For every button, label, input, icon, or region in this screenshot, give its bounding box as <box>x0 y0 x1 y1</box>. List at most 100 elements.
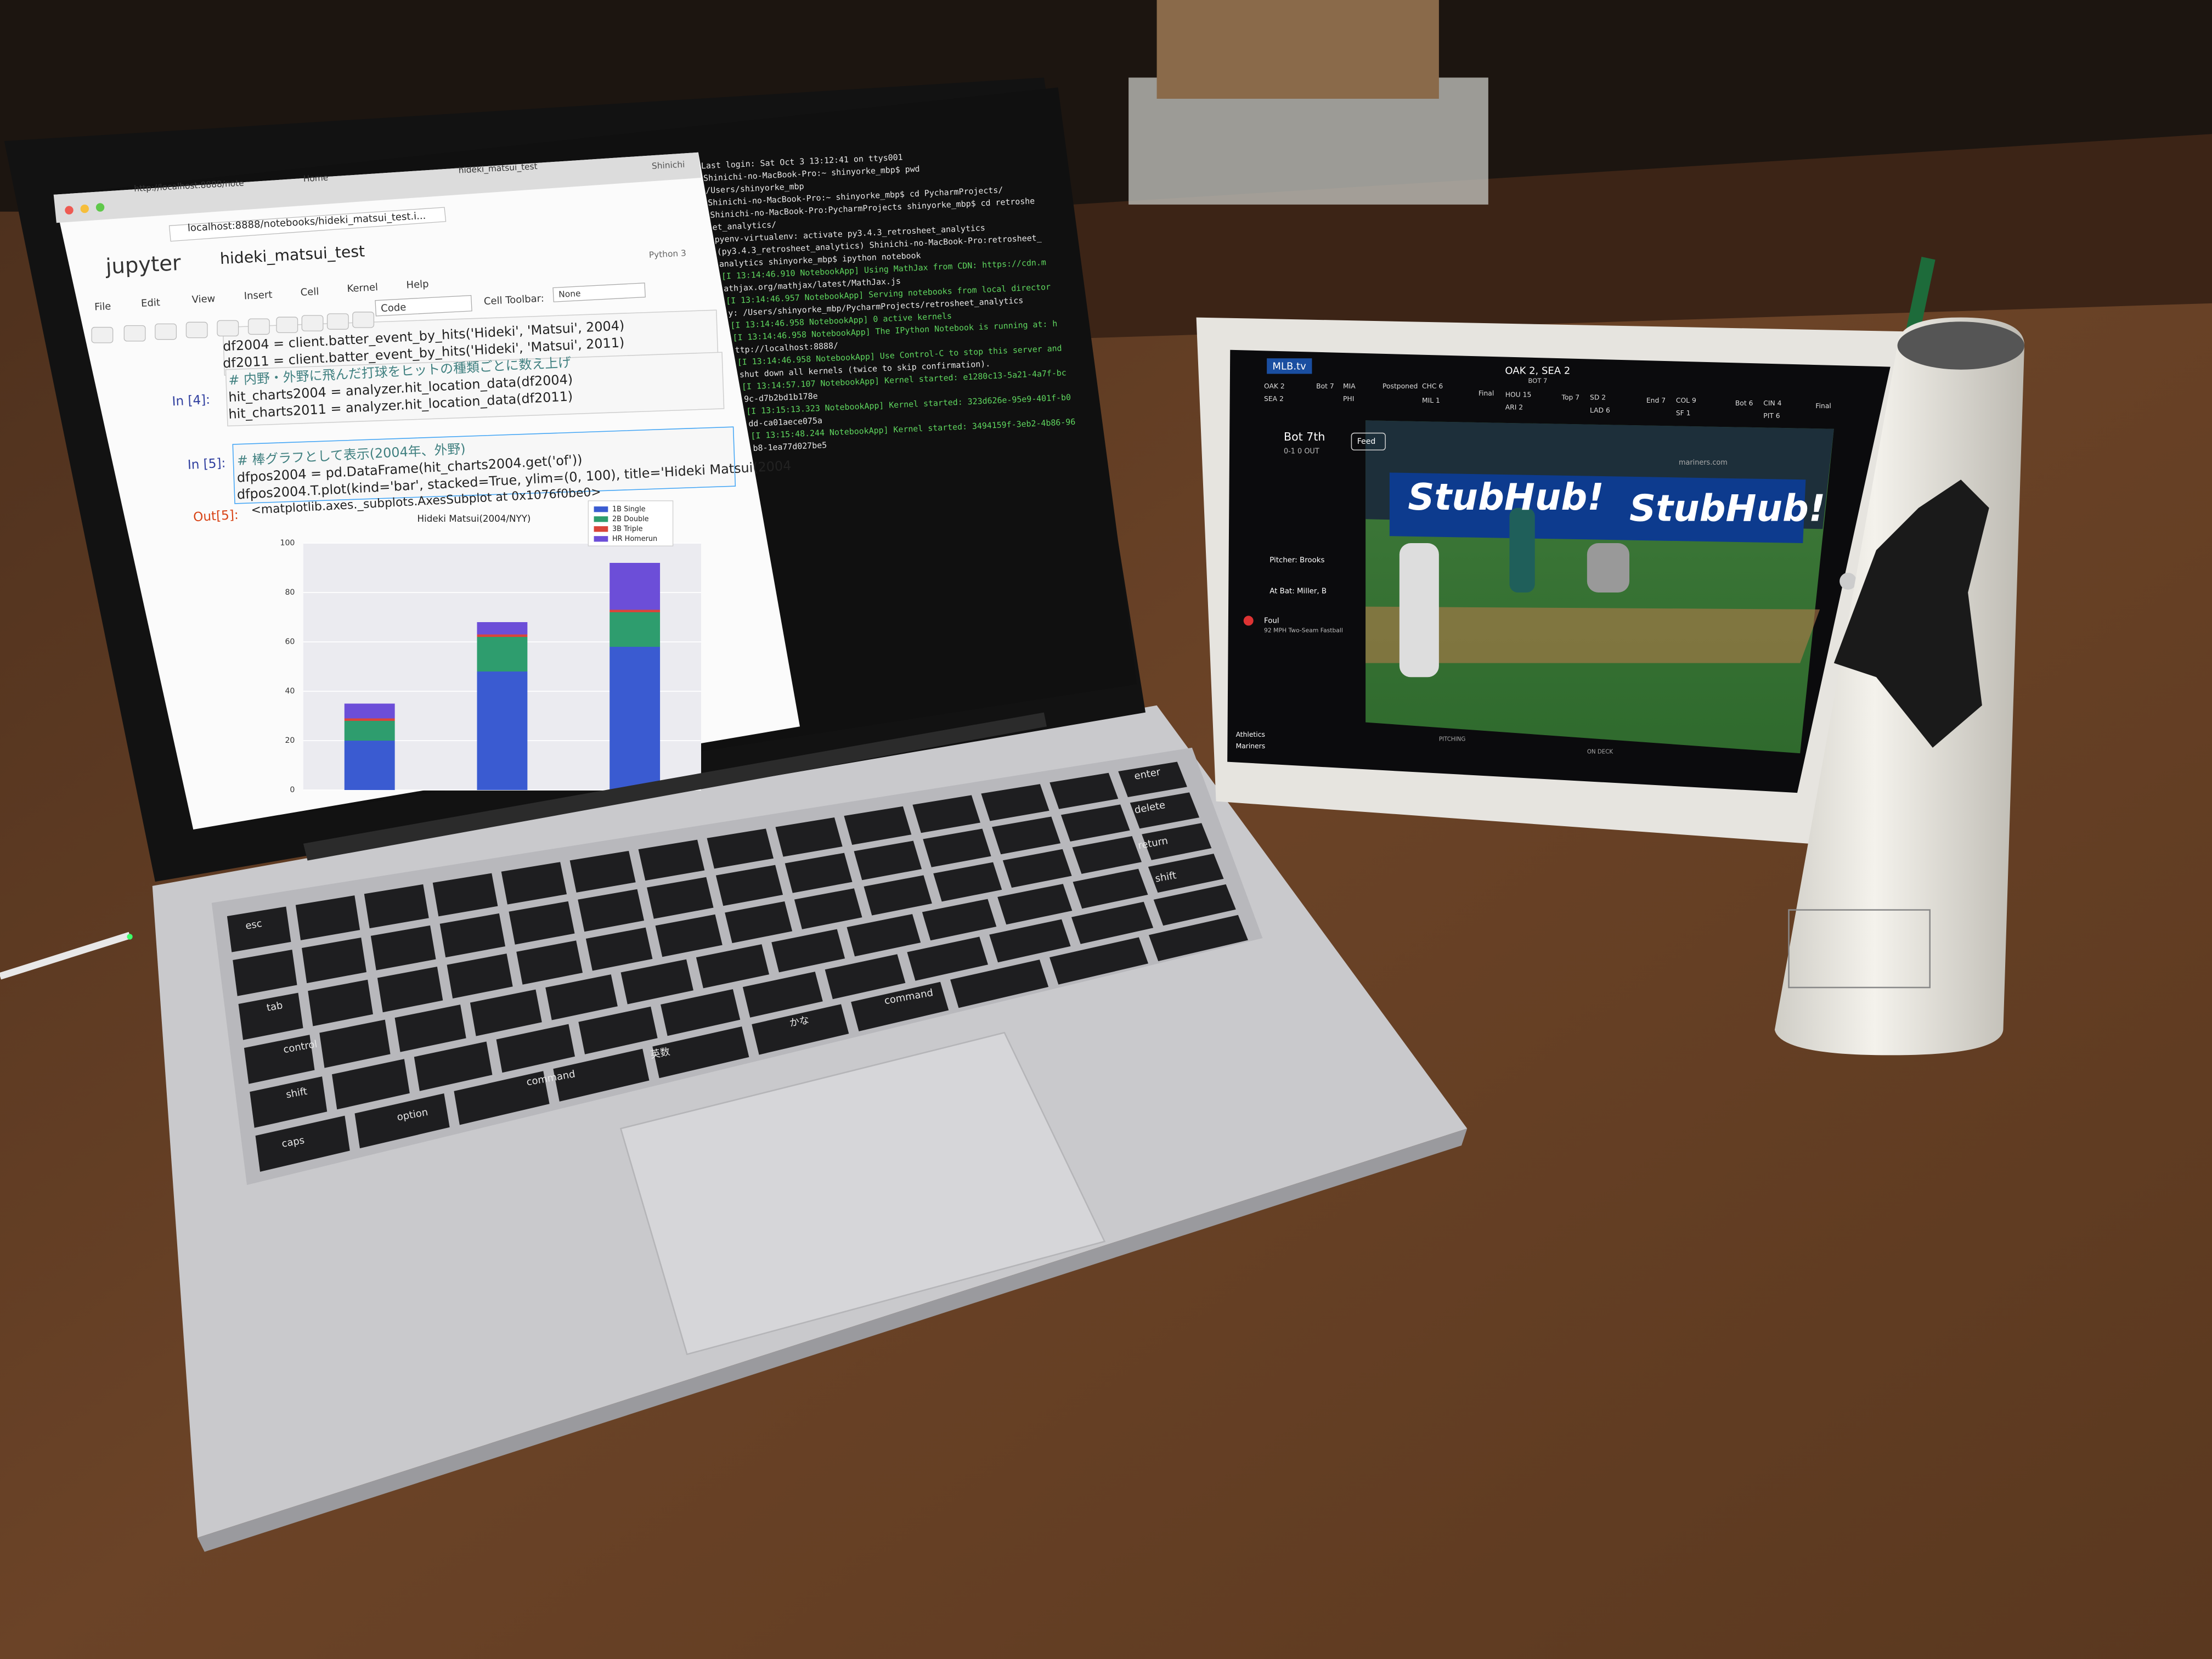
key <box>569 850 636 893</box>
toolbar-button[interactable] <box>352 312 375 328</box>
key <box>447 953 513 998</box>
toolbar-button[interactable] <box>91 326 114 343</box>
ticker-item: MIL 1 <box>1422 397 1440 404</box>
key <box>1142 823 1212 860</box>
key <box>950 960 1049 1008</box>
toolbar-select[interactable] <box>552 283 646 302</box>
key <box>655 914 723 957</box>
key <box>1060 804 1130 842</box>
home-button <box>1839 573 1857 590</box>
ticker-item: Final <box>1479 390 1494 397</box>
toolbar-button[interactable] <box>276 317 298 333</box>
url-bar <box>168 207 447 242</box>
key <box>652 1026 749 1079</box>
infield-dirt <box>1365 606 1820 663</box>
toolbar-button[interactable] <box>155 323 177 340</box>
kernel-name: Python 3 <box>648 248 686 260</box>
ticker-item: HOU 15 <box>1505 391 1532 399</box>
bar-segment <box>477 637 528 672</box>
jupyter-logo: jupyter <box>105 251 182 279</box>
hinge <box>303 712 1047 861</box>
key <box>661 989 741 1036</box>
notebook-toolbar <box>91 283 646 343</box>
bar-segment <box>477 622 528 635</box>
ad-text: StubHub! <box>1629 487 1825 529</box>
key <box>1148 915 1248 961</box>
key <box>470 989 542 1036</box>
feed-button[interactable] <box>1351 432 1386 451</box>
charge-light <box>127 934 133 940</box>
key <box>255 1115 350 1172</box>
key <box>847 914 921 957</box>
key <box>1130 792 1200 829</box>
bar-segment <box>344 703 395 719</box>
key <box>844 806 912 845</box>
y-tick-label: 100 <box>280 539 295 548</box>
site: mariners.com <box>1679 459 1728 467</box>
foul-icon <box>1243 616 1254 626</box>
key <box>233 950 297 996</box>
key <box>912 795 980 833</box>
y-tick-label: 60 <box>285 637 295 646</box>
key <box>825 954 906 1000</box>
pitcher: Pitcher: Brooks <box>1269 556 1324 565</box>
key <box>620 959 693 1005</box>
input-prompt: In [4]: <box>172 393 211 409</box>
key <box>1049 772 1119 809</box>
key <box>1072 836 1142 874</box>
bar-segment <box>610 563 661 610</box>
toolbar-button[interactable] <box>326 313 349 330</box>
key <box>775 817 843 857</box>
legend-label: 2B Double <box>612 515 649 523</box>
toolbar-button[interactable] <box>185 321 208 338</box>
keyboard: escdeleteenterreturntabcontrolshiftshift… <box>227 761 1248 1172</box>
menu-item[interactable]: Insert <box>244 289 273 302</box>
count: 0-1 0 OUT <box>1284 447 1319 455</box>
output-prompt: Out[5]: <box>193 508 239 524</box>
key <box>696 944 770 989</box>
toolbar-button[interactable] <box>123 325 146 342</box>
cell-type-select[interactable] <box>375 295 472 317</box>
ticker-item: PHI <box>1343 395 1354 403</box>
ticker-item: SD 2 <box>1590 394 1606 402</box>
legend-swatch <box>594 536 608 542</box>
key <box>647 877 714 919</box>
code-cell <box>225 352 725 427</box>
legend-swatch <box>594 526 608 532</box>
key <box>439 913 506 958</box>
key <box>1071 901 1154 944</box>
key <box>545 974 618 1020</box>
ticker-item: MIA <box>1343 382 1356 390</box>
key <box>1153 884 1236 926</box>
key <box>742 972 823 1018</box>
terminal-line: et_analytics/ <box>712 219 776 232</box>
toolbar-value: None <box>558 289 581 300</box>
ad-text: StubHub! <box>1408 476 1604 518</box>
menu-item[interactable]: Kernel <box>347 281 379 295</box>
score: OAK 2, SEA 2 <box>1505 365 1570 376</box>
ticker-item: CHC 6 <box>1422 382 1443 390</box>
key <box>1002 849 1072 888</box>
key <box>854 840 922 881</box>
key <box>933 862 1002 902</box>
catcher <box>1587 543 1629 592</box>
bar-segment <box>344 721 395 741</box>
toolbar-button[interactable] <box>301 315 324 331</box>
key <box>981 784 1049 821</box>
toolbar-button[interactable] <box>247 318 270 335</box>
key <box>370 925 436 970</box>
menu-item[interactable]: Cell <box>300 286 319 298</box>
feed[interactable]: Feed <box>1357 437 1376 446</box>
legend-swatch <box>594 516 608 522</box>
tumbler-print <box>1833 479 1989 748</box>
key <box>238 992 303 1040</box>
menu-item[interactable]: View <box>191 293 216 306</box>
key <box>1118 761 1187 797</box>
key <box>771 929 845 973</box>
menu-item[interactable]: Help <box>406 278 429 291</box>
key <box>851 981 949 1031</box>
toolbar-button[interactable] <box>217 320 239 337</box>
menu-item[interactable]: File <box>94 301 111 313</box>
notebook: http://localhost:8888/note Homehideki_mat… <box>94 160 792 524</box>
menu-item[interactable]: Edit <box>141 297 161 309</box>
